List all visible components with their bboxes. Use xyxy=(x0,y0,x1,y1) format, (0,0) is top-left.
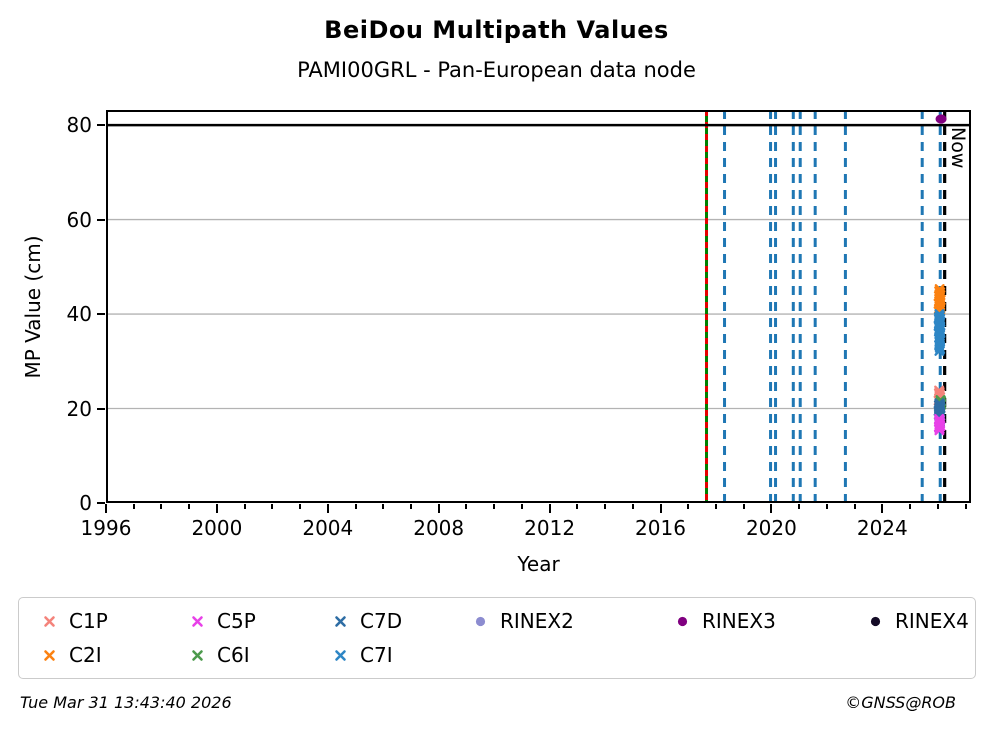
y-tick-label: 40 xyxy=(66,302,92,327)
x-minor-tick xyxy=(714,504,717,509)
x-minor-tick xyxy=(964,504,967,509)
x-tick-label: 2020 xyxy=(745,516,797,540)
x-tick-label: 2004 xyxy=(302,516,354,540)
x-minor-tick xyxy=(382,504,385,509)
legend-label: C1P xyxy=(69,609,108,633)
axes-frame xyxy=(106,110,971,503)
x-minor-tick xyxy=(604,504,606,509)
legend-label: C7I xyxy=(360,643,393,667)
legend-item-c5p: C5P xyxy=(191,609,334,633)
legend-label: C2I xyxy=(69,643,102,667)
legend-marker-x-icon xyxy=(192,615,203,627)
x-tick-label: 1996 xyxy=(80,516,132,540)
x-tick-label: 2008 xyxy=(413,516,465,540)
scatter-point-C7I xyxy=(934,333,945,344)
x-tick-label: 2012 xyxy=(524,516,576,540)
x-tick xyxy=(881,504,884,513)
legend-label: C7D xyxy=(360,609,403,633)
y-tick-label: 0 xyxy=(79,491,92,515)
x-minor-tick xyxy=(631,504,634,509)
legend-item-c1p: C1P xyxy=(43,609,191,633)
legend-item-c6i: C6I xyxy=(191,643,334,667)
x-minor-tick xyxy=(742,504,745,509)
chart-subtitle: PAMI00GRL - Pan-European data node xyxy=(297,58,696,82)
chart-title: BeiDou Multipath Values xyxy=(324,16,669,44)
x-tick xyxy=(659,504,662,513)
x-minor-tick xyxy=(354,504,357,509)
x-tick xyxy=(548,504,551,513)
x-minor-tick xyxy=(936,504,939,509)
y-tick xyxy=(97,124,105,127)
y-tick xyxy=(97,502,105,504)
legend-label: RINEX3 xyxy=(702,609,776,633)
plot-area xyxy=(106,110,971,503)
credit-text: ©GNSS@ROB xyxy=(845,693,956,712)
legend-item-c7i: C7I xyxy=(334,643,474,667)
x-tick xyxy=(326,504,329,513)
x-minor-tick xyxy=(160,504,163,509)
legend-item-rinex4: RINEX4 xyxy=(869,609,975,633)
x-tick-label: 2016 xyxy=(635,516,686,540)
legend-label: RINEX2 xyxy=(500,609,574,633)
x-minor-tick xyxy=(493,504,496,509)
x-minor-tick xyxy=(520,504,523,509)
x-minor-tick xyxy=(188,504,191,509)
x-tick xyxy=(770,504,773,513)
x-tick xyxy=(215,504,218,513)
legend-label: C5P xyxy=(217,609,256,633)
legend-marker-circle-icon xyxy=(870,616,881,626)
x-minor-tick xyxy=(687,504,690,509)
x-minor-tick xyxy=(825,504,828,509)
y-tick-label: 80 xyxy=(66,113,92,138)
x-tick-label: 2000 xyxy=(191,516,243,540)
legend-marker-x-icon xyxy=(335,615,346,627)
scatter-point-C2I xyxy=(934,299,945,310)
legend-item-c7d: C7D xyxy=(334,609,474,633)
x-minor-tick xyxy=(465,504,468,509)
x-minor-tick xyxy=(576,504,579,509)
legend-marker-x-icon xyxy=(44,615,55,627)
x-minor-tick xyxy=(410,504,412,509)
x-minor-tick xyxy=(132,504,135,509)
legend-item-rinex3: RINEX3 xyxy=(676,609,869,633)
scatter-point-C7I xyxy=(934,345,945,356)
y-tick-label: 20 xyxy=(66,396,92,421)
x-minor-tick xyxy=(299,504,302,509)
x-minor-tick xyxy=(243,504,246,509)
x-minor-tick xyxy=(909,504,911,509)
scatter-point-C7I xyxy=(933,314,944,325)
timestamp-text: Tue Mar 31 13:43:40 2026 xyxy=(20,693,232,712)
y-tick xyxy=(97,407,105,410)
scatter-point-RINEX3 xyxy=(935,114,947,124)
legend-marker-x-icon xyxy=(44,649,55,661)
now-line-label: Now xyxy=(947,127,969,169)
x-axis-label: Year xyxy=(517,552,560,576)
legend-marker-x-icon xyxy=(192,649,203,661)
y-tick xyxy=(97,313,105,316)
legend-marker-circle-icon xyxy=(677,616,688,626)
x-minor-tick xyxy=(271,504,274,509)
x-minor-tick xyxy=(798,504,801,509)
x-minor-tick xyxy=(853,504,856,509)
x-tick xyxy=(437,504,440,513)
y-tick xyxy=(97,218,105,221)
legend-item-c2i: C2I xyxy=(43,643,191,667)
legend-marker-x-icon xyxy=(335,649,346,661)
x-tick xyxy=(105,504,107,513)
y-tick-label: 60 xyxy=(66,207,92,232)
legend-label: C6I xyxy=(217,643,250,667)
x-tick-label: 2024 xyxy=(856,516,908,540)
legend-item-rinex2: RINEX2 xyxy=(474,609,676,633)
legend-marker-circle-icon xyxy=(475,616,486,626)
legend-label: RINEX4 xyxy=(895,609,969,633)
scatter-point-C5P xyxy=(934,417,945,428)
legend: C1P C5P C7D RINEX2 RINEX3 RINEX4 C2I C6I… xyxy=(18,597,976,679)
